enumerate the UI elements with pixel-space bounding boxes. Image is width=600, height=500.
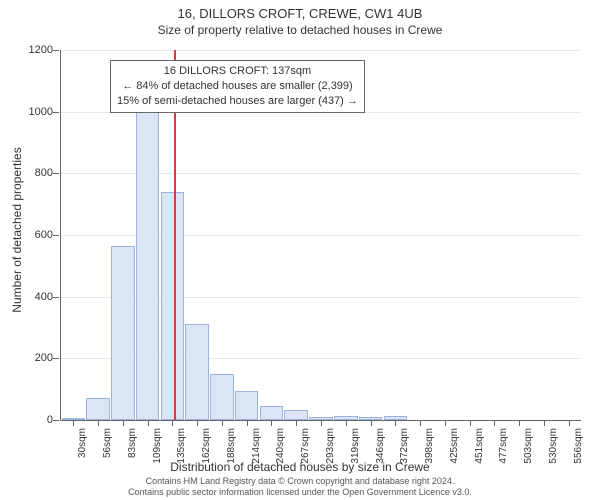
histogram-bar xyxy=(86,398,110,420)
x-tick xyxy=(296,420,297,426)
y-tick xyxy=(53,297,59,298)
x-axis-title: Distribution of detached houses by size … xyxy=(0,460,600,474)
x-tick xyxy=(247,420,248,426)
x-tick-label: 188sqm xyxy=(226,428,237,464)
x-tick xyxy=(346,420,347,426)
y-tick xyxy=(53,420,59,421)
x-tick xyxy=(123,420,124,426)
footer-line1: Contains HM Land Registry data © Crown c… xyxy=(0,476,600,487)
chart-container: 16, DILLORS CROFT, CREWE, CW1 4UB Size o… xyxy=(0,0,600,500)
x-tick xyxy=(395,420,396,426)
x-tick xyxy=(73,420,74,426)
x-tick xyxy=(172,420,173,426)
x-tick-label: 425sqm xyxy=(449,428,460,464)
y-tick xyxy=(53,173,59,174)
x-tick xyxy=(519,420,520,426)
y-tick-label: 400 xyxy=(13,291,53,303)
x-tick-label: 372sqm xyxy=(399,428,410,464)
x-tick-label: 240sqm xyxy=(275,428,286,464)
histogram-bar xyxy=(235,391,259,420)
x-tick-label: 398sqm xyxy=(424,428,435,464)
x-tick-label: 477sqm xyxy=(498,428,509,464)
y-tick xyxy=(53,235,59,236)
x-tick xyxy=(569,420,570,426)
x-tick xyxy=(148,420,149,426)
histogram-bar xyxy=(284,410,308,420)
annotation-line3: 15% of semi-detached houses are larger (… xyxy=(117,94,358,109)
histogram-bar xyxy=(111,246,135,420)
histogram-bar xyxy=(161,192,185,420)
annotation-line2: ← 84% of detached houses are smaller (2,… xyxy=(117,79,358,94)
y-tick xyxy=(53,358,59,359)
histogram-bar xyxy=(260,406,284,420)
x-tick xyxy=(470,420,471,426)
y-tick-label: 800 xyxy=(13,167,53,179)
histogram-bar xyxy=(185,324,209,420)
x-tick-label: 83sqm xyxy=(127,428,138,458)
y-tick-label: 1200 xyxy=(13,44,53,56)
annotation-line1: 16 DILLORS CROFT: 137sqm xyxy=(117,64,358,79)
y-tick xyxy=(53,50,59,51)
y-tick-label: 600 xyxy=(13,229,53,241)
x-tick-label: 56sqm xyxy=(102,428,113,458)
x-tick-label: 451sqm xyxy=(474,428,485,464)
x-tick-label: 556sqm xyxy=(573,428,584,464)
y-tick-label: 1000 xyxy=(13,106,53,118)
chart-subtitle: Size of property relative to detached ho… xyxy=(0,21,600,37)
x-tick-label: 530sqm xyxy=(548,428,559,464)
chart-title: 16, DILLORS CROFT, CREWE, CW1 4UB xyxy=(0,0,600,21)
footer: Contains HM Land Registry data © Crown c… xyxy=(0,476,600,498)
x-tick xyxy=(271,420,272,426)
annotation-box: 16 DILLORS CROFT: 137sqm ← 84% of detach… xyxy=(110,60,365,113)
x-tick xyxy=(321,420,322,426)
x-tick-label: 346sqm xyxy=(375,428,386,464)
x-tick-label: 267sqm xyxy=(300,428,311,464)
histogram-bar xyxy=(210,374,234,420)
x-tick xyxy=(98,420,99,426)
histogram-bar xyxy=(136,109,160,420)
x-tick-label: 503sqm xyxy=(523,428,534,464)
x-tick-label: 319sqm xyxy=(350,428,361,464)
x-tick-label: 214sqm xyxy=(251,428,262,464)
x-tick-label: 293sqm xyxy=(325,428,336,464)
x-tick xyxy=(420,420,421,426)
x-tick xyxy=(445,420,446,426)
x-tick xyxy=(222,420,223,426)
y-tick-label: 200 xyxy=(13,352,53,364)
x-tick xyxy=(544,420,545,426)
x-tick-label: 30sqm xyxy=(77,428,88,458)
x-tick xyxy=(197,420,198,426)
x-tick-label: 109sqm xyxy=(152,428,163,464)
x-tick-label: 135sqm xyxy=(176,428,187,464)
gridline xyxy=(61,50,581,51)
x-tick xyxy=(494,420,495,426)
x-tick xyxy=(371,420,372,426)
footer-line2: Contains public sector information licen… xyxy=(0,487,600,498)
y-tick xyxy=(53,112,59,113)
y-tick-label: 0 xyxy=(13,414,53,426)
x-tick-label: 162sqm xyxy=(201,428,212,464)
